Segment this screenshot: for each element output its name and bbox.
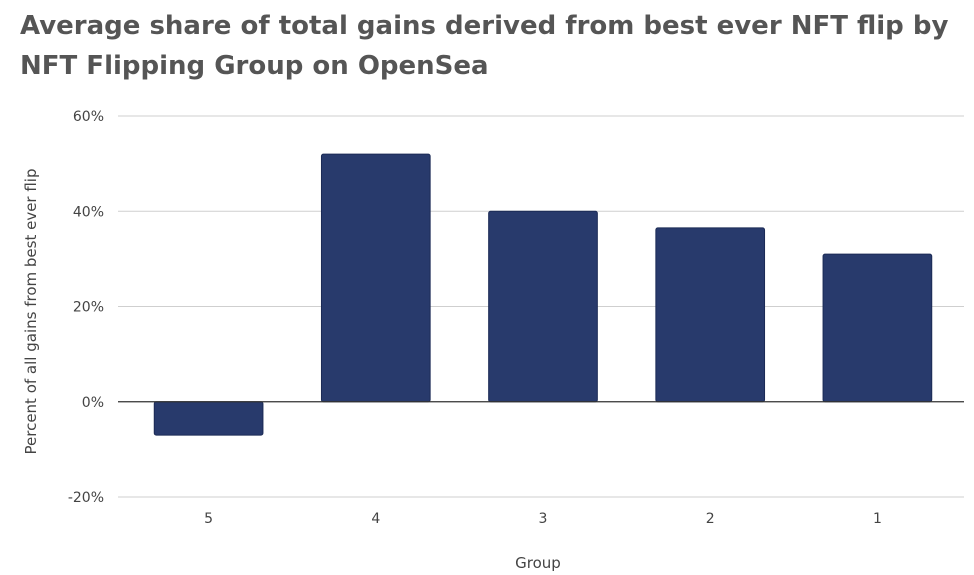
y-tick-label: 60% bbox=[73, 109, 104, 125]
y-tick-label: 20% bbox=[73, 300, 104, 316]
y-tick-label: 0% bbox=[82, 395, 104, 411]
bar-group-3 bbox=[488, 210, 598, 403]
y-axis-ticks: -20% 0% 20% 40% 60% bbox=[68, 109, 104, 506]
y-tick-label: 40% bbox=[73, 204, 104, 220]
bar-group-4 bbox=[320, 153, 431, 403]
bar-group-2 bbox=[655, 227, 766, 403]
x-tick-label: 5 bbox=[204, 511, 213, 527]
x-axis-ticks: 5 4 3 2 1 bbox=[204, 511, 882, 527]
x-tick-label: 1 bbox=[873, 511, 882, 527]
bar-group-1 bbox=[822, 253, 933, 403]
x-tick-label: 2 bbox=[706, 511, 715, 527]
x-axis-title: Group bbox=[515, 554, 561, 572]
bars bbox=[153, 153, 933, 436]
bar-group-5 bbox=[153, 401, 264, 436]
x-tick-label: 4 bbox=[371, 511, 380, 527]
x-tick-label: 3 bbox=[539, 511, 548, 527]
chart-title: Average share of total gains derived fro… bbox=[20, 11, 949, 81]
y-axis-title: Percent of all gains from best ever flip bbox=[22, 169, 40, 455]
y-tick-label: -20% bbox=[68, 490, 104, 506]
